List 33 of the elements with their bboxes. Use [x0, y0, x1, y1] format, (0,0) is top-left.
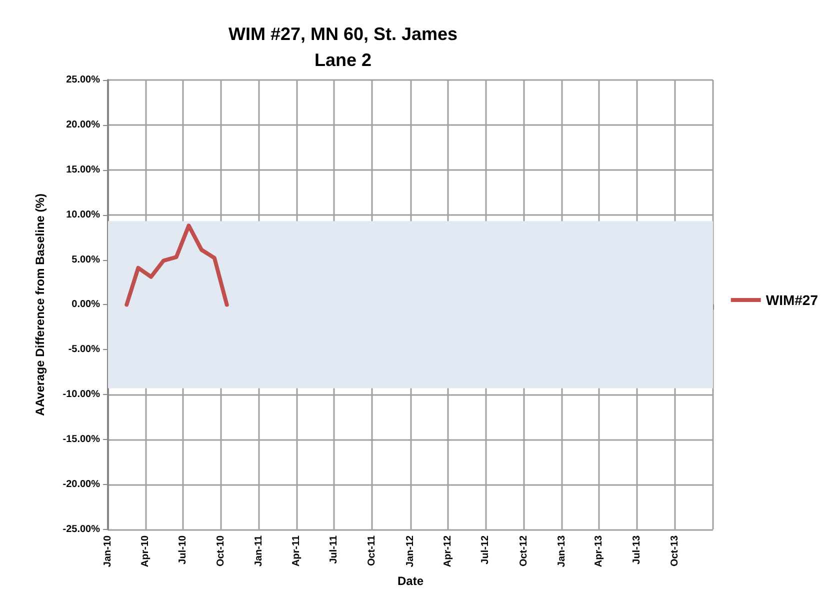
x-tick-label: Jan-10 [102, 534, 114, 568]
y-tick-label: -25.00% [62, 524, 100, 535]
x-tick-label: Apr-13 [594, 534, 605, 568]
x-tick-label: Apr-12 [442, 534, 454, 568]
x-tick-label: Jan-12 [404, 534, 416, 568]
x-tick-label: Oct-11 [366, 534, 378, 566]
y-tick-label: -15.00% [62, 434, 100, 446]
x-tick-label: Apr-11 [290, 534, 302, 567]
y-tick-label: 25.00% [66, 74, 100, 86]
chart-title: WIM #27, MN 60, St. James [228, 24, 458, 44]
y-tick-label: -10.00% [62, 389, 100, 400]
line-series [124, 224, 229, 307]
x-tick-label: Oct-13 [669, 534, 680, 567]
y-tick-label: 20.00% [66, 119, 100, 130]
y-tick-label: 10.00% [66, 209, 100, 220]
x-tick-label: Apr-10 [140, 534, 151, 568]
y-tick-label: -20.00% [62, 478, 100, 490]
x-tick-label: Oct-12 [518, 534, 530, 567]
y-tick-label: 15.00% [66, 164, 100, 176]
chart-subtitle: Lane 2 [314, 50, 372, 70]
x-tick-label: Jul-12 [480, 534, 492, 564]
y-tick-label: 5.00% [72, 254, 100, 266]
x-tick-label: Jul-11 [328, 534, 340, 564]
legend-label: WIM#27 [766, 292, 818, 308]
y-tick-label: 0.00% [72, 299, 100, 310]
y-tick-label: -5.00% [68, 344, 100, 356]
x-tick-label: Jan-11 [254, 534, 265, 567]
x-tick-label: Jan-13 [556, 534, 568, 568]
x-axis-title: Date [397, 574, 424, 588]
x-tick-label: Jul-10 [177, 534, 188, 564]
y-axis-title: AAverage Difference from Baseline (%) [33, 194, 47, 416]
x-tick-label: Jul-13 [631, 534, 642, 564]
x-tick-label: Oct-10 [216, 534, 227, 567]
